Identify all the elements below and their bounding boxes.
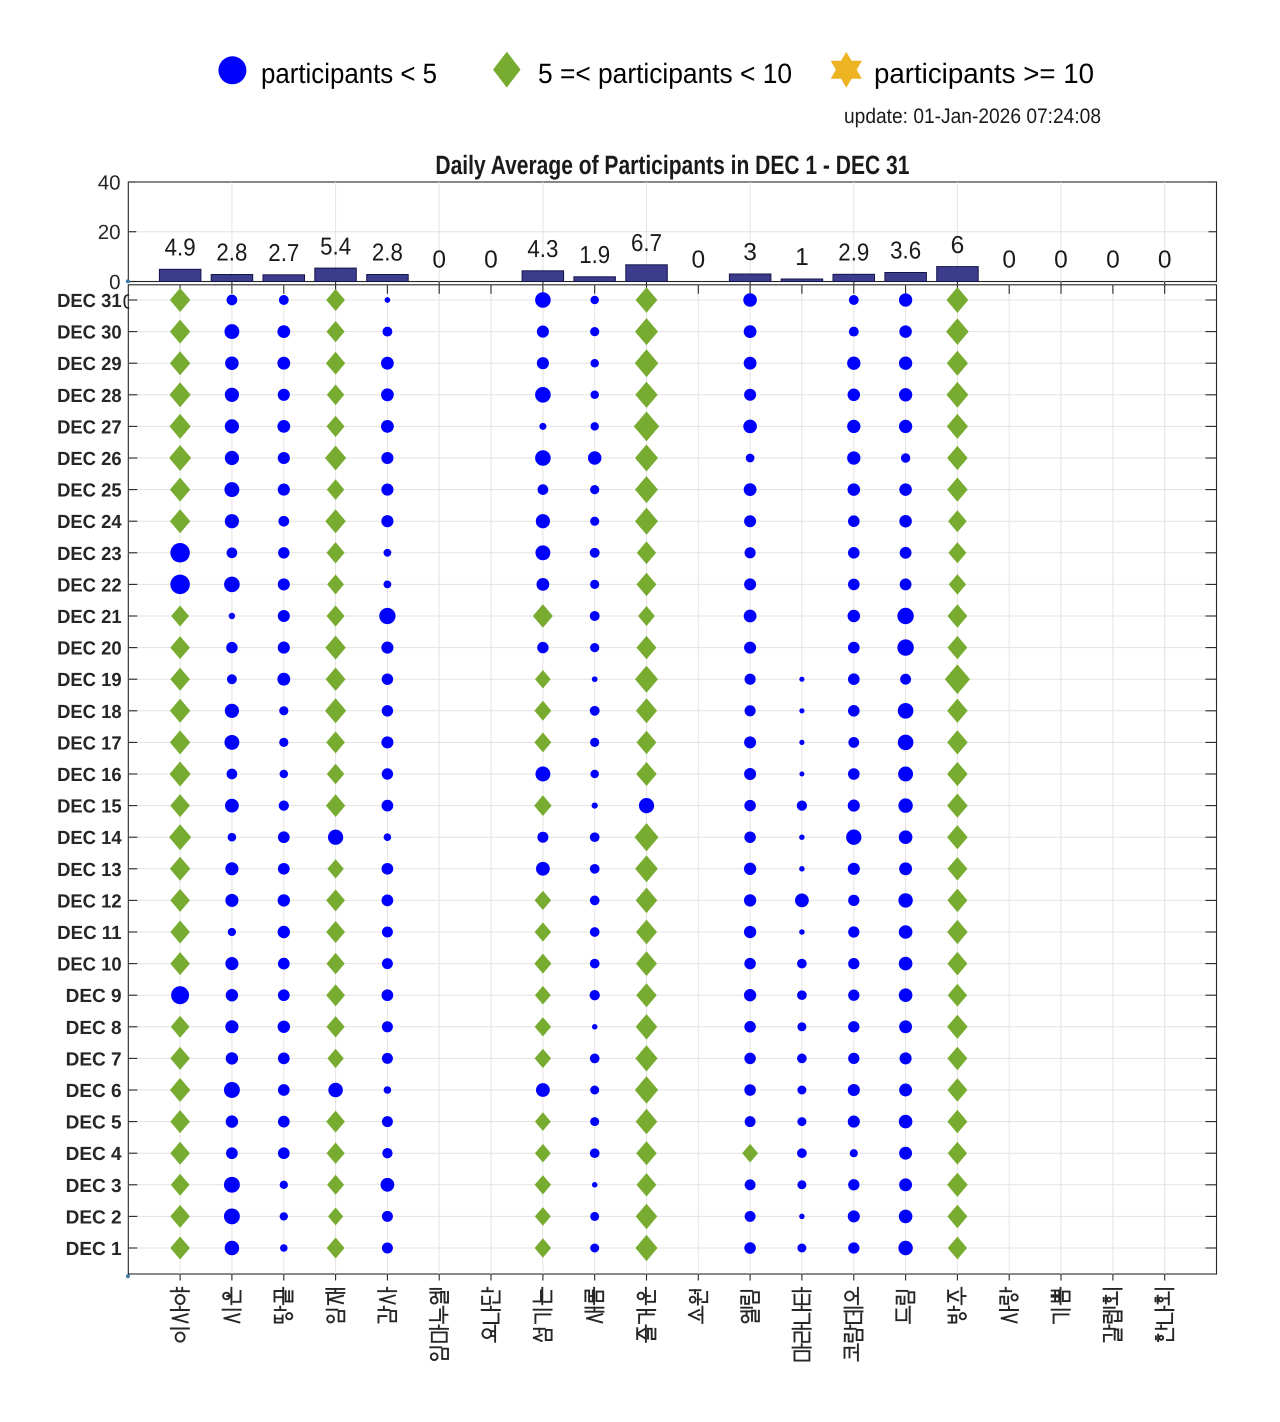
svg-text:3.6: 3.6 [890,238,921,265]
svg-text:DEC 4: DEC 4 [66,1144,122,1165]
svg-text:0: 0 [484,247,498,274]
svg-text:DEC 6: DEC 6 [66,1081,122,1102]
svg-text:Daily Average of Participants: Daily Average of Participants in DEC 1 -… [435,150,909,180]
svg-text:0: 0 [691,247,705,274]
svg-text:DEC 9: DEC 9 [66,986,122,1007]
svg-text:DEC 12: DEC 12 [57,891,122,912]
svg-text:DEC 22: DEC 22 [57,575,122,596]
svg-text:0: 0 [1106,247,1120,274]
svg-text:DEC 7: DEC 7 [66,1049,122,1070]
svg-text:DEC 10: DEC 10 [57,955,122,976]
svg-text:2.7: 2.7 [268,240,299,267]
svg-text:DEC 29: DEC 29 [57,354,122,375]
svg-text:DEC 13: DEC 13 [57,860,122,881]
svg-text:20: 20 [98,221,121,244]
svg-text:3: 3 [743,239,757,266]
svg-text:DEC 20: DEC 20 [57,639,122,660]
svg-text:DEC 16: DEC 16 [57,765,122,786]
svg-text:DEC 2: DEC 2 [66,1207,122,1228]
svg-text:0: 0 [1002,247,1016,274]
svg-text:4.3: 4.3 [527,236,558,263]
svg-text:DEC 30: DEC 30 [57,323,122,344]
svg-text:6.7: 6.7 [631,230,662,257]
svg-text:0: 0 [432,247,446,274]
svg-text:6: 6 [951,232,965,259]
svg-text:DEC 3: DEC 3 [66,1176,122,1197]
svg-text:1.9: 1.9 [579,242,610,269]
svg-text:DEC 17: DEC 17 [57,733,122,754]
svg-text:DEC 28: DEC 28 [57,386,122,407]
svg-text:DEC 18: DEC 18 [57,702,122,723]
svg-text:DEC 23: DEC 23 [57,544,122,565]
svg-text:4.9: 4.9 [165,235,196,262]
svg-text:DEC 15: DEC 15 [57,797,122,818]
svg-text:DEC 24: DEC 24 [57,512,122,533]
svg-text:0: 0 [123,291,134,314]
svg-text:DEC 5: DEC 5 [66,1113,122,1134]
svg-text:1: 1 [795,244,809,271]
svg-text:0: 0 [1054,247,1068,274]
svg-text:participants >= 10: participants >= 10 [874,58,1094,89]
svg-text:participants < 5: participants < 5 [261,58,437,89]
svg-text:40: 40 [98,171,121,194]
svg-text:update: 01-Jan-2026 07:24:08: update: 01-Jan-2026 07:24:08 [844,105,1101,128]
svg-text:DEC 1: DEC 1 [66,1239,122,1260]
svg-text:5 =< participants < 10: 5 =< participants < 10 [538,58,792,89]
svg-text:DEC 31: DEC 31 [57,291,122,312]
svg-text:DEC 21: DEC 21 [57,607,122,628]
svg-text:DEC 14: DEC 14 [57,828,122,849]
svg-text:DEC 26: DEC 26 [57,449,122,470]
svg-text:2.8: 2.8 [372,240,403,267]
svg-text:DEC 11: DEC 11 [57,923,122,944]
svg-text:5.4: 5.4 [320,233,351,260]
svg-text:2.8: 2.8 [216,240,247,267]
svg-text:0: 0 [109,271,120,294]
svg-text:DEC 25: DEC 25 [57,481,122,502]
svg-text:2.9: 2.9 [838,240,869,267]
svg-text:DEC 19: DEC 19 [57,670,122,691]
svg-text:DEC 8: DEC 8 [66,1018,122,1039]
svg-text:0: 0 [1158,247,1172,274]
svg-text:DEC 27: DEC 27 [57,417,122,438]
